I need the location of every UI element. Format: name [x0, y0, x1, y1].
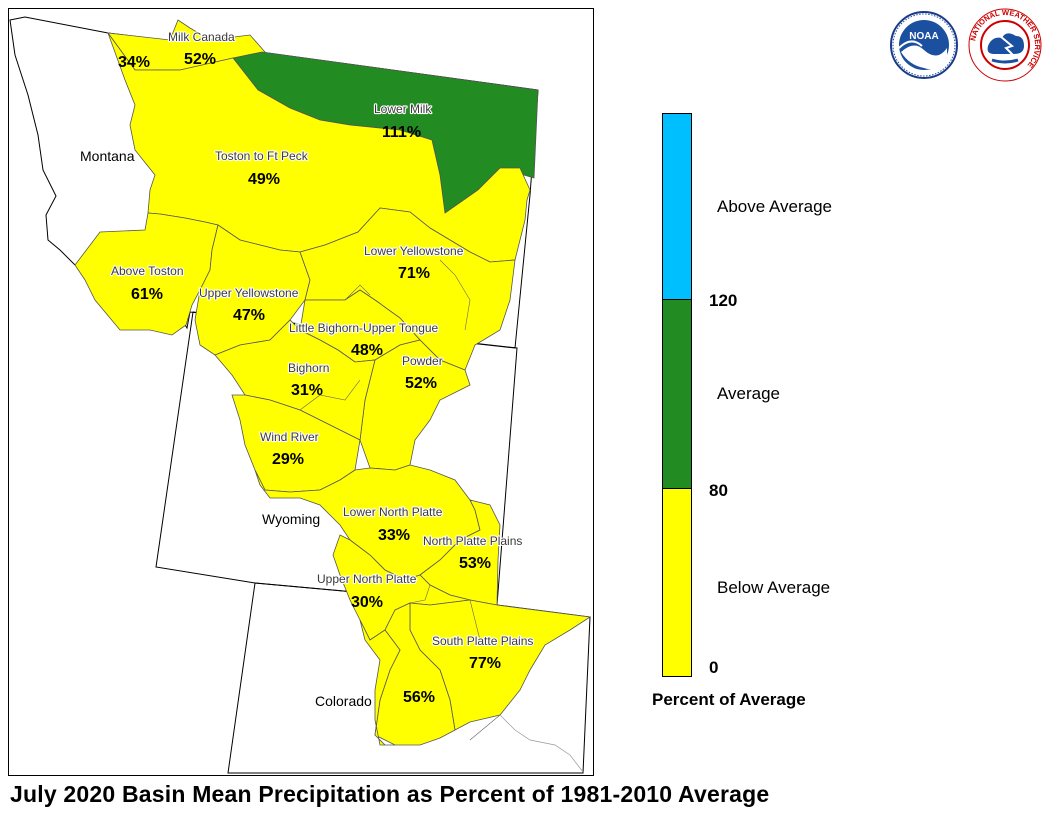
basin-value-lower-yellowstone: 71% — [398, 265, 430, 282]
state-label-wyoming: Wyoming — [262, 511, 320, 527]
basin-name-wind-river: Wind River — [260, 430, 319, 444]
basin-name-lower-north-platte: Lower North Platte — [343, 505, 443, 519]
basin-value-bighorn: 31% — [291, 382, 323, 399]
basin-name-milk-canada: Milk Canada — [168, 30, 235, 44]
basin-value-north-platte-plains: 53% — [459, 555, 491, 572]
basin-polygons — [74, 19, 592, 746]
basin-value-milk-canada: 52% — [184, 51, 216, 68]
legend-tick-80: 80 — [709, 481, 728, 500]
basin-value-upper-yellowstone: 47% — [233, 307, 265, 324]
nws-logo: NATIONAL WEATHER SERVICE — [968, 8, 1042, 82]
state-label-montana: Montana — [80, 148, 135, 164]
basin-name-upper-north-platte: Upper North Platte — [317, 572, 417, 586]
page-title: July 2020 Basin Mean Precipitation as Pe… — [10, 781, 770, 807]
basin-value-wind-river: 29% — [272, 451, 304, 468]
legend-segment-average — [663, 300, 691, 489]
basin-value-toston-ft-peck: 49% — [248, 171, 280, 188]
legend-tick-120: 120 — [709, 291, 738, 310]
basin-value-south-platte-upper: 56% — [403, 689, 435, 706]
basin-value-lower-north-platte: 33% — [378, 527, 410, 544]
legend-label-average: Average — [717, 384, 781, 403]
basin-value-little-bighorn-upper-tongue: 48% — [351, 342, 383, 359]
legend-segment-below-average — [663, 489, 691, 676]
basin-name-lower-milk: Lower Milk — [374, 102, 432, 116]
basin-name-above-toston: Above Toston — [111, 264, 184, 278]
basin-value-south-platte-plains: 77% — [469, 655, 501, 672]
basin-powder[interactable] — [359, 339, 471, 471]
legend-label-below-average: Below Average — [717, 578, 831, 597]
basin-name-bighorn: Bighorn — [288, 361, 329, 375]
basin-name-south-platte-plains: South Platte Plains — [432, 634, 533, 648]
basin-name-little-bighorn-upper-tongue: Little Bighorn-Upper Tongue — [289, 321, 439, 335]
basin-name-powder: Powder — [402, 354, 443, 368]
state-label-colorado: Colorado — [315, 693, 372, 709]
basin-name-labels: Milk Canada Lower Milk Toston to Ft Peck… — [110, 29, 535, 649]
terrain-line — [499, 714, 584, 773]
basin-value-labels: 52% 34% 111% 49% 61% 71% 47% 48% 31% 52%… — [118, 51, 501, 706]
basin-value-powder: 52% — [405, 375, 437, 392]
basin-name-toston-ft-peck: Toston to Ft Peck — [215, 149, 309, 163]
basin-value-lower-milk: 111% — [382, 124, 421, 141]
noaa-logo-text: NOAA — [909, 31, 938, 42]
basin-map: Montana Wyoming Colorado Milk Canada Low… — [9, 16, 592, 774]
legend-tick-0: 0 — [709, 658, 719, 677]
legend-color-bar — [662, 113, 692, 677]
basin-value-above-toston: 61% — [131, 286, 163, 303]
basin-value-upper-north-platte: 30% — [351, 594, 383, 611]
basin-name-upper-yellowstone: Upper Yellowstone — [199, 286, 299, 300]
legend-segment-above-average — [663, 114, 691, 300]
basin-name-north-platte-plains: North Platte Plains — [423, 534, 522, 548]
basin-name-lower-yellowstone: Lower Yellowstone — [364, 244, 464, 258]
noaa-logo: NOAA — [890, 11, 958, 79]
legend-title: Percent of Average — [652, 690, 806, 709]
basin-colorado-headwaters-gap — [359, 619, 401, 746]
basin-value-northwest: 34% — [118, 54, 150, 71]
legend-label-above-average: Above Average — [717, 197, 832, 216]
